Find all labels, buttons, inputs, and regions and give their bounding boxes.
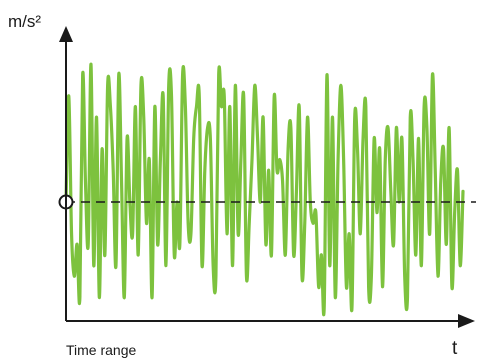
- time-range-caption: Time range: [66, 342, 137, 358]
- y-axis-arrowhead: [59, 26, 73, 42]
- y-axis-label: m/s²: [8, 12, 41, 31]
- x-axis-arrowhead: [458, 314, 475, 328]
- x-axis-label: t: [452, 338, 458, 359]
- plot-area: [64, 62, 465, 317]
- acceleration-series-line: [64, 62, 465, 317]
